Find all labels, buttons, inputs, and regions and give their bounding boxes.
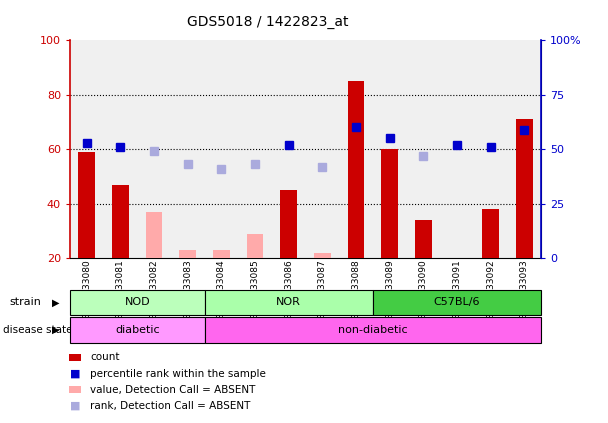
Text: rank, Detection Call = ABSENT: rank, Detection Call = ABSENT — [90, 401, 250, 411]
Bar — [78, 152, 95, 258]
Text: diabetic: diabetic — [115, 325, 159, 335]
Text: C57BL/6: C57BL/6 — [434, 297, 480, 308]
Bar — [280, 190, 297, 258]
Bar — [381, 149, 398, 258]
Text: non-diabetic: non-diabetic — [338, 325, 407, 335]
Text: ■: ■ — [69, 401, 80, 411]
Text: GDS5018 / 1422823_at: GDS5018 / 1422823_at — [187, 15, 348, 29]
Text: ▶: ▶ — [52, 325, 60, 335]
Bar — [179, 250, 196, 258]
Bar — [516, 119, 533, 258]
Bar — [415, 220, 432, 258]
Bar — [247, 233, 263, 258]
Text: count: count — [90, 352, 120, 363]
Bar — [146, 212, 162, 258]
Text: percentile rank within the sample: percentile rank within the sample — [90, 368, 266, 379]
Bar — [348, 81, 364, 258]
Text: ■: ■ — [69, 368, 80, 379]
Text: strain: strain — [9, 297, 41, 308]
Text: NOD: NOD — [125, 297, 150, 308]
Text: value, Detection Call = ABSENT: value, Detection Call = ABSENT — [90, 385, 255, 395]
Text: ▶: ▶ — [52, 297, 60, 308]
Bar — [213, 250, 230, 258]
Text: disease state: disease state — [3, 325, 72, 335]
Text: NOR: NOR — [276, 297, 301, 308]
Bar — [112, 184, 129, 258]
Bar — [482, 209, 499, 258]
Bar — [314, 253, 331, 258]
